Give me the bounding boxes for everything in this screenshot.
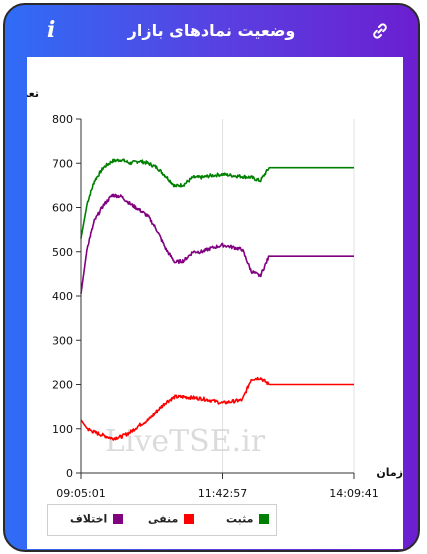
y-tick-label: 700 xyxy=(52,157,73,170)
y-tick-label: 300 xyxy=(52,334,73,347)
chart-legend: مثبت منفی اختلاف xyxy=(47,504,277,536)
watermark-text: LiveTSE.ir xyxy=(105,424,266,459)
line-chart: LiveTSE.ir 0 100 200 300 400 500 600 700 800 09:0… xyxy=(5,87,403,500)
chart-panel: LiveTSE.ir 0 100 200 300 400 500 600 700 800 09:0… xyxy=(5,57,403,549)
y-tick-label: 0 xyxy=(66,467,73,480)
link-icon[interactable] xyxy=(370,21,390,41)
series-line-2 xyxy=(80,193,354,294)
legend-item[interactable]: اختلاف xyxy=(70,512,124,528)
x-tick-label: 14:09:41 xyxy=(329,487,378,500)
legend-item[interactable]: منفی xyxy=(148,512,195,528)
x-axis-label: زمان xyxy=(376,466,403,479)
info-icon[interactable]: i xyxy=(47,17,56,43)
app-frame: i وضعیت نمادهای بازار LiveTSE.ir 0 100 200… xyxy=(3,3,420,552)
y-tick-label: 500 xyxy=(52,246,73,259)
series-line-1 xyxy=(80,376,354,441)
legend-label: مثبت xyxy=(226,512,254,526)
x-tick-label: 09:05:01 xyxy=(56,487,105,500)
x-tick-label: 11:42:57 xyxy=(198,487,247,500)
page-title: وضعیت نمادهای بازار xyxy=(127,21,296,40)
legend-item[interactable]: مثبت xyxy=(226,512,270,528)
legend-label: منفی xyxy=(148,512,179,526)
y-tick-label: 100 xyxy=(52,423,73,436)
legend-swatch xyxy=(259,514,270,524)
legend-label: اختلاف xyxy=(70,512,108,526)
header-bar: i وضعیت نمادهای بازار xyxy=(5,5,418,57)
y-tick-label: 800 xyxy=(52,113,73,126)
legend-swatch xyxy=(113,514,124,524)
y-axis-label: تعداد نماد xyxy=(27,87,39,100)
y-tick-label: 200 xyxy=(52,379,73,392)
legend-swatch xyxy=(184,514,195,524)
y-tick-label: 600 xyxy=(52,202,73,215)
y-tick-label: 400 xyxy=(52,290,73,303)
series-line-0 xyxy=(80,158,354,239)
